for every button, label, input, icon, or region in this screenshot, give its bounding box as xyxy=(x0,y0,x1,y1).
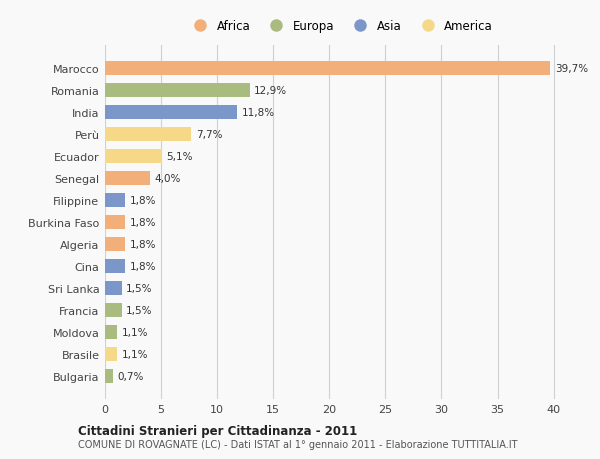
Bar xyxy=(105,326,118,339)
Bar xyxy=(105,347,118,361)
Text: 1,1%: 1,1% xyxy=(122,349,148,359)
Bar xyxy=(105,106,238,119)
Text: Cittadini Stranieri per Cittadinanza - 2011: Cittadini Stranieri per Cittadinanza - 2… xyxy=(78,424,357,437)
Text: COMUNE DI ROVAGNATE (LC) - Dati ISTAT al 1° gennaio 2011 - Elaborazione TUTTITAL: COMUNE DI ROVAGNATE (LC) - Dati ISTAT al… xyxy=(78,440,517,449)
Text: 1,5%: 1,5% xyxy=(127,284,153,294)
Text: 39,7%: 39,7% xyxy=(554,64,588,74)
Text: 4,0%: 4,0% xyxy=(154,174,181,184)
Bar xyxy=(105,238,125,252)
Text: 1,5%: 1,5% xyxy=(127,306,153,315)
Bar xyxy=(105,369,113,383)
Text: 7,7%: 7,7% xyxy=(196,130,223,140)
Bar xyxy=(105,282,122,295)
Text: 12,9%: 12,9% xyxy=(254,86,287,96)
Bar xyxy=(105,84,250,98)
Text: 1,8%: 1,8% xyxy=(130,262,156,272)
Bar xyxy=(105,172,150,185)
Bar xyxy=(105,194,125,207)
Bar xyxy=(105,304,122,317)
Bar xyxy=(105,128,191,141)
Text: 1,8%: 1,8% xyxy=(130,240,156,250)
Legend: Africa, Europa, Asia, America: Africa, Europa, Asia, America xyxy=(188,20,493,33)
Bar xyxy=(105,150,162,163)
Text: 5,1%: 5,1% xyxy=(167,151,193,162)
Bar xyxy=(105,62,550,76)
Text: 1,8%: 1,8% xyxy=(130,218,156,228)
Text: 0,7%: 0,7% xyxy=(118,371,144,381)
Text: 1,1%: 1,1% xyxy=(122,328,148,337)
Text: 1,8%: 1,8% xyxy=(130,196,156,206)
Bar xyxy=(105,216,125,230)
Text: 11,8%: 11,8% xyxy=(242,108,275,118)
Bar xyxy=(105,260,125,274)
